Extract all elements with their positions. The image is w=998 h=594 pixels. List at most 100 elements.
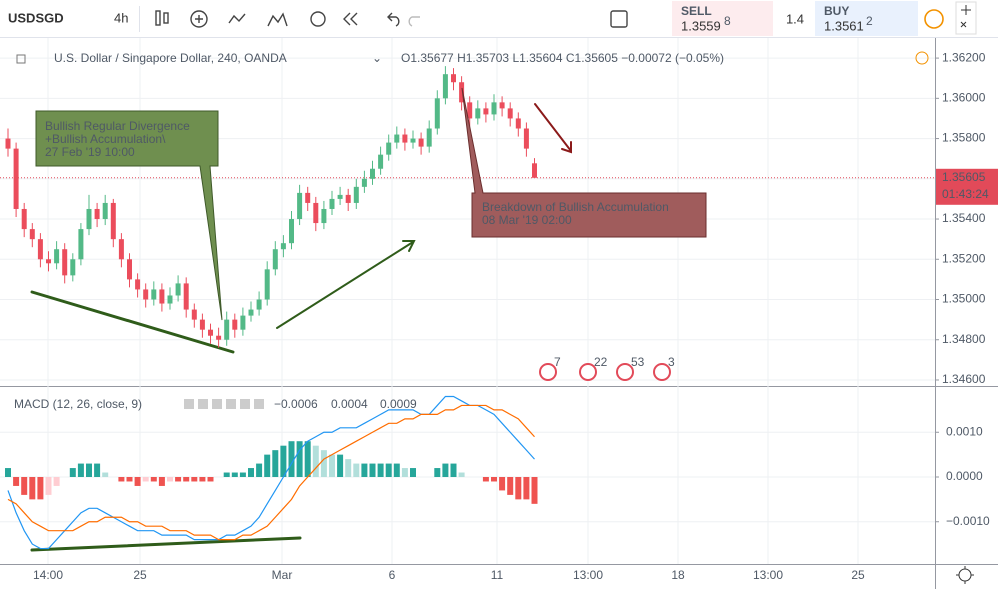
callout-text: 08 Mar '19 02:00 [482, 213, 572, 227]
candle-body [13, 148, 19, 209]
candle-body [135, 279, 141, 290]
histogram-bar [53, 477, 60, 486]
zoom-icons [960, 5, 971, 28]
callout-text: +Bullish Accumulation\ [45, 132, 166, 146]
candle-body [499, 102, 505, 109]
histogram-bar [499, 477, 506, 491]
candle-body [118, 239, 124, 260]
histogram-bar [296, 441, 303, 477]
histogram-bar [264, 454, 271, 477]
histogram-bar [272, 450, 279, 477]
time-label: 6 [389, 568, 396, 582]
info-icon[interactable] [924, 9, 944, 29]
spread: 1.4 [786, 11, 804, 26]
histogram-bar [86, 463, 92, 477]
macd-signal-value: 0.0009 [380, 397, 417, 411]
candle-body [442, 74, 448, 99]
histogram-bar [150, 477, 157, 482]
settings-icon[interactable] [956, 566, 974, 584]
legend-high: H1.35703 [457, 51, 509, 65]
callout-text: 27 Feb '19 10:00 [45, 145, 135, 159]
histogram-bar [191, 477, 198, 482]
candle-body [402, 134, 408, 143]
candle-body [29, 229, 35, 240]
event-count: 7 [554, 355, 561, 369]
candle-body [110, 202, 116, 240]
legend-change: −0.00072 (−0.05%) [621, 51, 724, 65]
histogram-bar [280, 445, 287, 477]
histogram-bar [337, 454, 344, 477]
interval[interactable]: 4h [114, 10, 128, 25]
histogram-bar [288, 441, 295, 477]
histogram-bar [94, 463, 101, 477]
candle-body [289, 219, 294, 244]
alert-icon[interactable] [915, 51, 929, 65]
sell-pip: 8 [724, 14, 731, 28]
histogram-bar [77, 463, 84, 477]
candle-body [434, 98, 440, 129]
histogram-bar [353, 463, 360, 477]
candle-body [467, 102, 473, 119]
candle-body [507, 108, 513, 119]
last-price-label: 1.35605 [942, 170, 986, 184]
candle-body [337, 194, 343, 199]
histogram-bar [329, 454, 335, 477]
histogram-bar [175, 477, 182, 482]
time-label: 13:00 [573, 568, 603, 582]
time-label: 25 [851, 568, 865, 582]
candle-body [5, 138, 11, 149]
histogram-bar [450, 463, 457, 477]
histogram-bar [223, 472, 230, 477]
histogram-bar [377, 463, 384, 477]
legend-close: C1.35605 [566, 51, 618, 65]
time-label: 18 [671, 568, 685, 582]
countdown: 01:43:24 [942, 187, 989, 201]
histogram-bar [345, 459, 352, 477]
histogram-bar [410, 468, 416, 477]
time-axis: 14:00 25 Mar 6 11 13:00 18 13:00 25 [33, 568, 865, 582]
candle-body [62, 249, 68, 276]
y-tick-label: 1.36200 [942, 50, 986, 64]
histogram-bar [442, 463, 449, 477]
histogram-bar [231, 472, 238, 477]
legend-dropdown[interactable]: ⌄ [372, 51, 382, 65]
candle-body [483, 108, 489, 115]
toolbar-icons[interactable] [155, 10, 628, 28]
histogram-bar [361, 463, 368, 477]
candle-body [232, 319, 238, 330]
collapse-icon[interactable] [16, 54, 26, 64]
macd-controls[interactable] [184, 399, 264, 409]
candle-body [159, 289, 165, 304]
event-count: 53 [631, 355, 645, 369]
histogram-bar [256, 463, 263, 477]
histogram-bar [158, 477, 165, 486]
sell-button[interactable] [672, 1, 773, 36]
histogram-bar [126, 477, 133, 482]
candle-body [305, 192, 311, 203]
candle-body [523, 128, 529, 149]
macd-value: 0.0004 [331, 397, 368, 411]
candles [5, 66, 537, 348]
candle-body [451, 74, 456, 83]
candle-body [102, 202, 108, 220]
buy-button[interactable] [815, 1, 918, 36]
symbol[interactable]: USDSGD [8, 10, 64, 25]
instrument: U.S. Dollar / Singapore Dollar, 240, OAN… [54, 51, 287, 65]
histogram-bar [21, 477, 28, 495]
candle-body [426, 128, 432, 147]
histogram-bar [183, 477, 190, 482]
histogram-bar [320, 450, 327, 477]
histogram-bar [199, 477, 206, 482]
histogram-bar [142, 477, 149, 482]
macd-line [7, 395, 535, 550]
candle-body [264, 269, 270, 300]
y-tick-label: 1.35400 [942, 211, 986, 225]
histogram-bar [369, 463, 376, 477]
macd-title: MACD (12, 26, close, 9) [14, 397, 142, 411]
time-label: 13:00 [753, 568, 783, 582]
event-icon [616, 363, 634, 381]
histogram-bar [37, 477, 44, 500]
grid: 1.362001.360001.358001.356001.354001.352… [0, 38, 986, 564]
y-tick-label: 1.36000 [942, 91, 986, 105]
candle-body [410, 138, 416, 143]
